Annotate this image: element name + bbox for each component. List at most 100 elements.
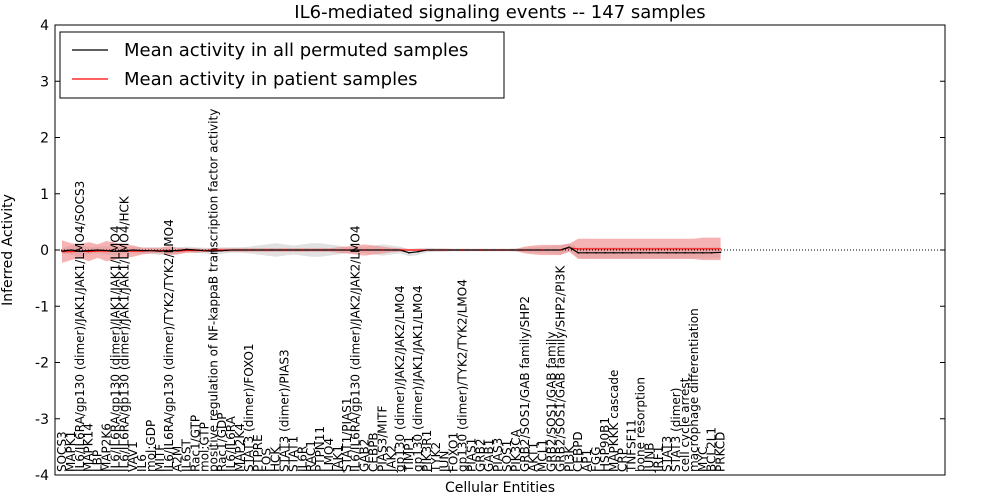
patient-point <box>515 249 517 251</box>
patient-point <box>435 249 437 251</box>
permuted-point <box>417 250 419 253</box>
entity-label: GAB2 <box>358 439 372 472</box>
entity-label: Rac1/GDP <box>215 413 229 472</box>
patient-point <box>675 248 677 250</box>
patient-point <box>542 249 544 251</box>
patient-point <box>150 249 152 252</box>
entity-label: TYK2 <box>429 442 443 473</box>
patient-point <box>186 249 188 252</box>
patient-point <box>595 248 597 250</box>
entity-label: IL6/IL6RA/gp130 (dimer)/JAK1/JAK1/LMO4/H… <box>117 195 131 472</box>
permuted-point <box>96 249 99 251</box>
entity-label: VAV1 <box>126 441 140 472</box>
y-tick-label: 1 <box>40 187 49 203</box>
permuted-point <box>577 252 579 254</box>
patient-point <box>693 248 695 250</box>
chart-title: IL6-mediated signaling events -- 147 sam… <box>294 2 705 23</box>
entity-label: STAT3 <box>660 436 674 472</box>
patient-point <box>711 248 713 250</box>
entity-label: LMO4 <box>322 438 336 472</box>
patient-point <box>88 251 90 253</box>
permuted-point <box>212 250 215 252</box>
plot-area <box>55 237 945 263</box>
entity-label: macrophage differentiation <box>687 308 701 472</box>
entity-label: STAT3 (dimer)/FOXO1 <box>242 343 256 472</box>
entity-label: JUN <box>438 451 452 473</box>
permuted-point <box>666 252 668 254</box>
entity-label: MAPK14 <box>82 423 96 472</box>
entity-label: positive regulation of NF-kappaB transcr… <box>206 109 220 472</box>
entity-label: IL6/IL6RA/gp130 (dimer)/TYK2/TYK2/LMO4 <box>162 219 176 472</box>
patient-point <box>364 249 366 251</box>
permuted-point <box>408 252 410 254</box>
patient-point <box>479 249 481 251</box>
patient-point <box>328 249 330 251</box>
entity-label: PTPRE <box>251 434 265 472</box>
patient-point <box>408 249 410 251</box>
y-tick-label: -2 <box>35 356 49 372</box>
entity-label: MAP2K6 <box>100 423 114 472</box>
entity-label: GRB2/SOS1/GAB family/SHP2 <box>518 296 532 472</box>
patient-point <box>559 249 562 251</box>
entity-label: HCK <box>269 446 283 472</box>
permuted-point <box>586 252 588 254</box>
entity-label: IL6 <box>135 454 149 472</box>
patient-point <box>702 248 704 250</box>
y-tick-label: -4 <box>35 468 49 484</box>
entity-label: HSP90B1 <box>598 417 612 472</box>
entity-label: CEBPD <box>571 431 585 472</box>
entity-label: IL6/IL6RA/gp130 (dimer)/JAK1/JAK1/LMO4/S… <box>73 181 87 472</box>
patient-point <box>604 248 606 250</box>
patient-point <box>488 249 490 251</box>
entity-label: BCL2L1 <box>705 427 719 472</box>
entity-label: STAT1/PIAS1 <box>340 397 354 472</box>
entity-label: AP1 <box>580 449 594 472</box>
patient-point <box>533 249 535 251</box>
entity-label: PTPN11 <box>313 426 327 472</box>
patient-point <box>506 249 508 251</box>
entity-label: TNFSF11 <box>625 419 639 473</box>
patient-point <box>497 249 499 251</box>
entity-label: MYC <box>696 447 710 472</box>
permuted-point <box>621 252 624 254</box>
patient-point <box>453 249 455 251</box>
patient-point <box>390 249 392 251</box>
entity-label: IL6/IL6RA/gp130 (dimer)/JAK1/JAK1/LMO4 <box>108 226 122 472</box>
entity-label: gp130 (dimer)/JAK2/JAK2/LMO4 <box>393 285 407 472</box>
entity-label: IL6R <box>295 446 309 472</box>
patient-point <box>159 249 161 252</box>
entity-label: A2M <box>171 446 185 472</box>
entity-label: PIAS3 <box>491 438 505 472</box>
entity-label: IL6ST <box>180 439 194 472</box>
permuted-point <box>693 252 695 254</box>
patient-point <box>622 248 624 250</box>
permuted-point <box>87 249 90 252</box>
entity-label: mol:GTP <box>197 422 211 472</box>
permuted-point <box>648 252 651 254</box>
entity-label: LBP <box>91 450 105 472</box>
patient-point <box>212 249 214 251</box>
patient-point <box>239 249 241 251</box>
entity-label: MAPK1 <box>64 431 78 472</box>
entity-label: CEBPB <box>367 432 381 472</box>
y-axis-label: Inferred Activity <box>0 194 16 306</box>
patient-point <box>257 249 259 251</box>
entity-label: IRF1 <box>651 446 665 472</box>
permuted-point <box>70 249 72 251</box>
patient-point <box>577 248 579 250</box>
patient-point <box>586 248 588 250</box>
patient-point <box>524 249 526 251</box>
entity-label: PRKCD <box>714 432 728 472</box>
permuted-point <box>710 252 713 254</box>
permuted-point <box>630 252 633 254</box>
permuted-point <box>657 252 660 254</box>
patient-point <box>372 249 375 251</box>
permuted-point <box>595 252 597 254</box>
entity-label: AKT1 <box>527 442 541 472</box>
patient-point <box>310 249 312 251</box>
y-axis-ticks: -4 -3 -2 -1 0 1 2 3 4 <box>35 18 945 484</box>
patient-point <box>114 250 116 252</box>
entity-label: RAC1 <box>304 440 318 472</box>
